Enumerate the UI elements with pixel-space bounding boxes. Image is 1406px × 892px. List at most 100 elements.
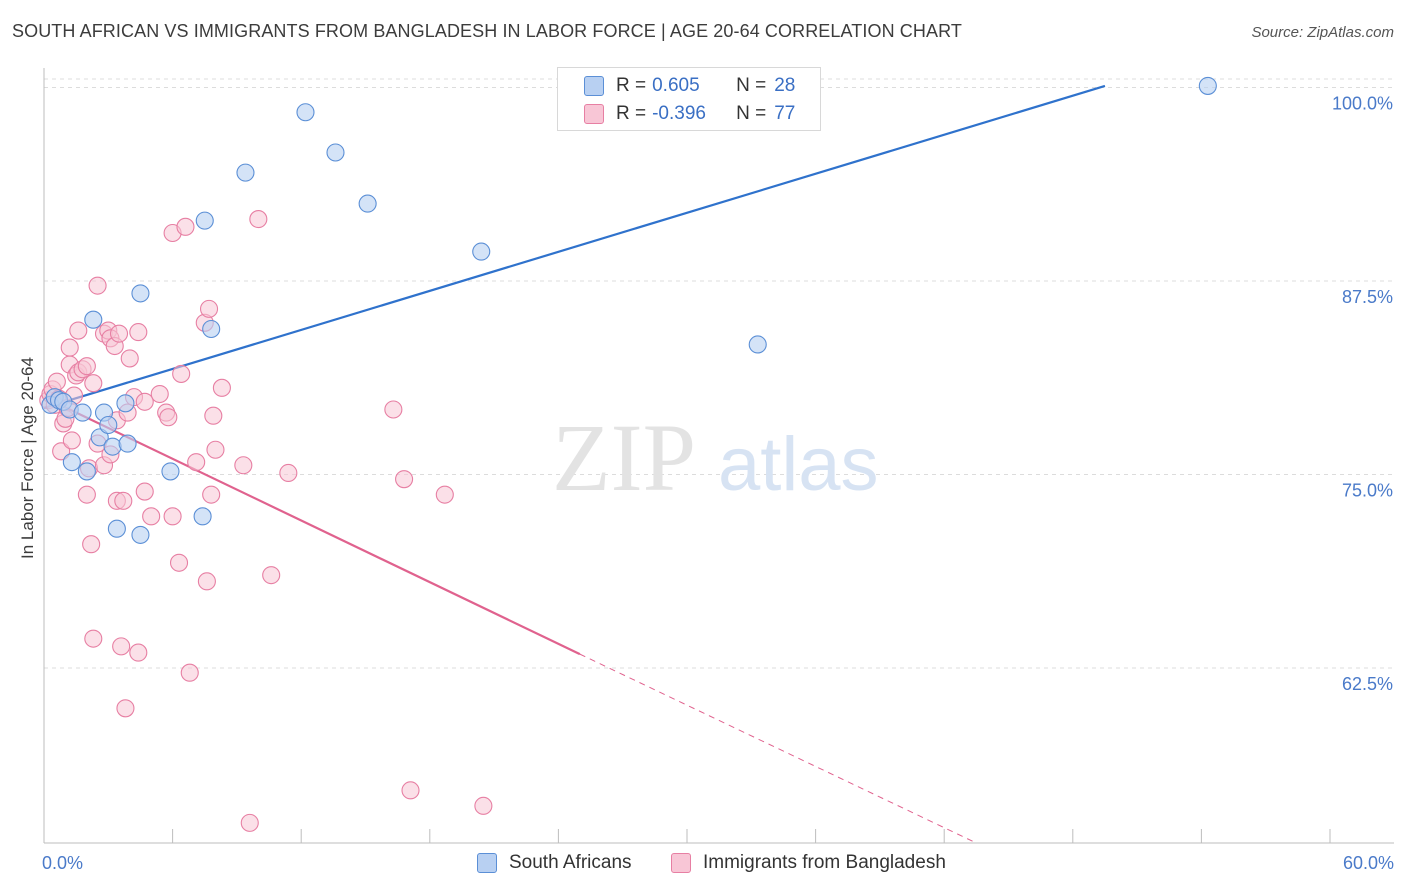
point-bangladesh bbox=[159, 408, 178, 427]
point-bangladesh bbox=[395, 470, 414, 489]
point-bangladesh bbox=[77, 357, 96, 376]
series-legend-swatch-pink bbox=[671, 853, 691, 873]
point-bangladesh bbox=[52, 442, 71, 461]
point-bangladesh bbox=[206, 440, 225, 459]
point-south-africans bbox=[472, 242, 491, 261]
point-bangladesh bbox=[129, 323, 148, 342]
point-bangladesh bbox=[150, 384, 169, 404]
point-bangladesh bbox=[249, 210, 268, 229]
y-tick-label: 87.5% bbox=[1342, 287, 1393, 307]
point-bangladesh bbox=[172, 364, 191, 383]
point-south-africans bbox=[236, 163, 255, 182]
point-bangladesh bbox=[212, 378, 231, 397]
legend-row-bangladesh: R = -0.396 N = 77 bbox=[584, 102, 795, 126]
point-bangladesh bbox=[77, 485, 96, 504]
series-south-africans-points bbox=[41, 76, 1217, 544]
point-bangladesh bbox=[169, 553, 189, 572]
point-bangladesh bbox=[84, 374, 103, 393]
point-bangladesh bbox=[135, 392, 154, 411]
point-south-africans bbox=[99, 415, 118, 435]
point-bangladesh bbox=[234, 456, 253, 475]
point-south-africans bbox=[1198, 76, 1217, 95]
point-bangladesh bbox=[60, 338, 79, 357]
point-south-africans bbox=[131, 525, 150, 544]
watermark: ZIP atlas bbox=[552, 404, 879, 511]
point-south-africans bbox=[193, 507, 212, 526]
x-tick-label-min: 0.0% bbox=[42, 853, 84, 873]
point-south-africans bbox=[118, 434, 137, 453]
point-bangladesh bbox=[69, 321, 88, 340]
point-bangladesh bbox=[384, 400, 403, 419]
legend-r-value: 0.605 bbox=[652, 75, 700, 96]
legend-row-south-africans: R = 0.605 N = 28 bbox=[584, 74, 795, 98]
trend-line-south-africans bbox=[43, 84, 1106, 410]
legend-n-label: N = bbox=[736, 103, 767, 124]
watermark-zip: ZIP bbox=[552, 404, 696, 511]
point-bangladesh bbox=[129, 643, 148, 662]
point-south-africans bbox=[296, 103, 315, 122]
point-bangladesh bbox=[197, 572, 216, 591]
point-south-africans bbox=[73, 403, 92, 422]
point-bangladesh bbox=[180, 663, 199, 682]
legend-swatch-blue bbox=[584, 76, 604, 96]
axes bbox=[43, 68, 1394, 844]
correlation-legend: R = 0.605 N = 28 R = -0.396 N = 77 bbox=[557, 67, 821, 131]
trend-line-bangladesh-extension bbox=[579, 653, 977, 844]
point-south-africans bbox=[116, 394, 135, 413]
point-bangladesh bbox=[204, 406, 223, 425]
point-bangladesh bbox=[84, 629, 103, 648]
watermark-atlas: atlas bbox=[718, 422, 879, 507]
point-south-africans bbox=[161, 462, 180, 481]
series-bangladesh-points bbox=[39, 210, 493, 832]
point-south-africans bbox=[90, 428, 109, 447]
point-bangladesh bbox=[47, 372, 66, 391]
point-bangladesh bbox=[82, 535, 101, 554]
point-bangladesh bbox=[401, 781, 420, 800]
point-south-africans bbox=[103, 437, 122, 456]
series-legend-item-bangladesh[interactable]: Immigrants from Bangladesh bbox=[671, 852, 946, 874]
chart-title: SOUTH AFRICAN VS IMMIGRANTS FROM BANGLAD… bbox=[12, 21, 962, 41]
series-legend: South Africans Immigrants from Banglades… bbox=[0, 852, 1406, 878]
series-legend-item-south-africans[interactable]: South Africans bbox=[477, 852, 632, 874]
point-bangladesh bbox=[114, 491, 133, 510]
point-bangladesh bbox=[474, 796, 493, 815]
point-bangladesh bbox=[163, 507, 182, 526]
point-bangladesh bbox=[187, 453, 206, 472]
legend-r-label: R = bbox=[616, 75, 647, 96]
point-bangladesh bbox=[262, 566, 281, 585]
point-bangladesh bbox=[279, 463, 298, 483]
x-tick-label-max: 60.0% bbox=[1342, 853, 1394, 873]
legend-n-value: 77 bbox=[774, 103, 796, 124]
point-south-africans bbox=[326, 143, 345, 162]
point-bangladesh bbox=[88, 276, 107, 295]
legend-n-value: 28 bbox=[774, 75, 796, 96]
point-bangladesh bbox=[199, 299, 219, 318]
point-bangladesh bbox=[116, 699, 135, 718]
point-bangladesh bbox=[120, 349, 139, 368]
y-tick-label: 100.0% bbox=[1332, 93, 1393, 113]
y-tick-label: 75.0% bbox=[1342, 481, 1393, 501]
legend-swatch-pink bbox=[584, 104, 604, 124]
series-legend-swatch-blue bbox=[477, 853, 497, 873]
point-south-africans bbox=[62, 453, 81, 472]
point-bangladesh bbox=[176, 217, 195, 236]
point-bangladesh bbox=[142, 507, 161, 526]
y-tick-labels: 100.0% 87.5% 75.0% 62.5% bbox=[1332, 93, 1393, 694]
point-bangladesh bbox=[435, 485, 454, 504]
source-credit: Source: ZipAtlas.com bbox=[1251, 24, 1394, 41]
series-legend-label: South Africans bbox=[509, 852, 632, 873]
point-south-africans bbox=[107, 519, 126, 538]
point-south-africans bbox=[77, 462, 96, 481]
point-bangladesh bbox=[62, 431, 81, 450]
point-bangladesh bbox=[135, 482, 154, 501]
legend-r-label: R = bbox=[616, 103, 647, 124]
point-south-africans bbox=[131, 284, 150, 303]
point-south-africans bbox=[195, 211, 214, 230]
series-legend-label: Immigrants from Bangladesh bbox=[703, 852, 946, 873]
y-tick-label: 62.5% bbox=[1342, 674, 1393, 694]
point-bangladesh bbox=[202, 485, 221, 504]
legend-n-label: N = bbox=[736, 75, 767, 96]
point-south-africans bbox=[84, 310, 103, 329]
point-bangladesh bbox=[112, 637, 131, 656]
